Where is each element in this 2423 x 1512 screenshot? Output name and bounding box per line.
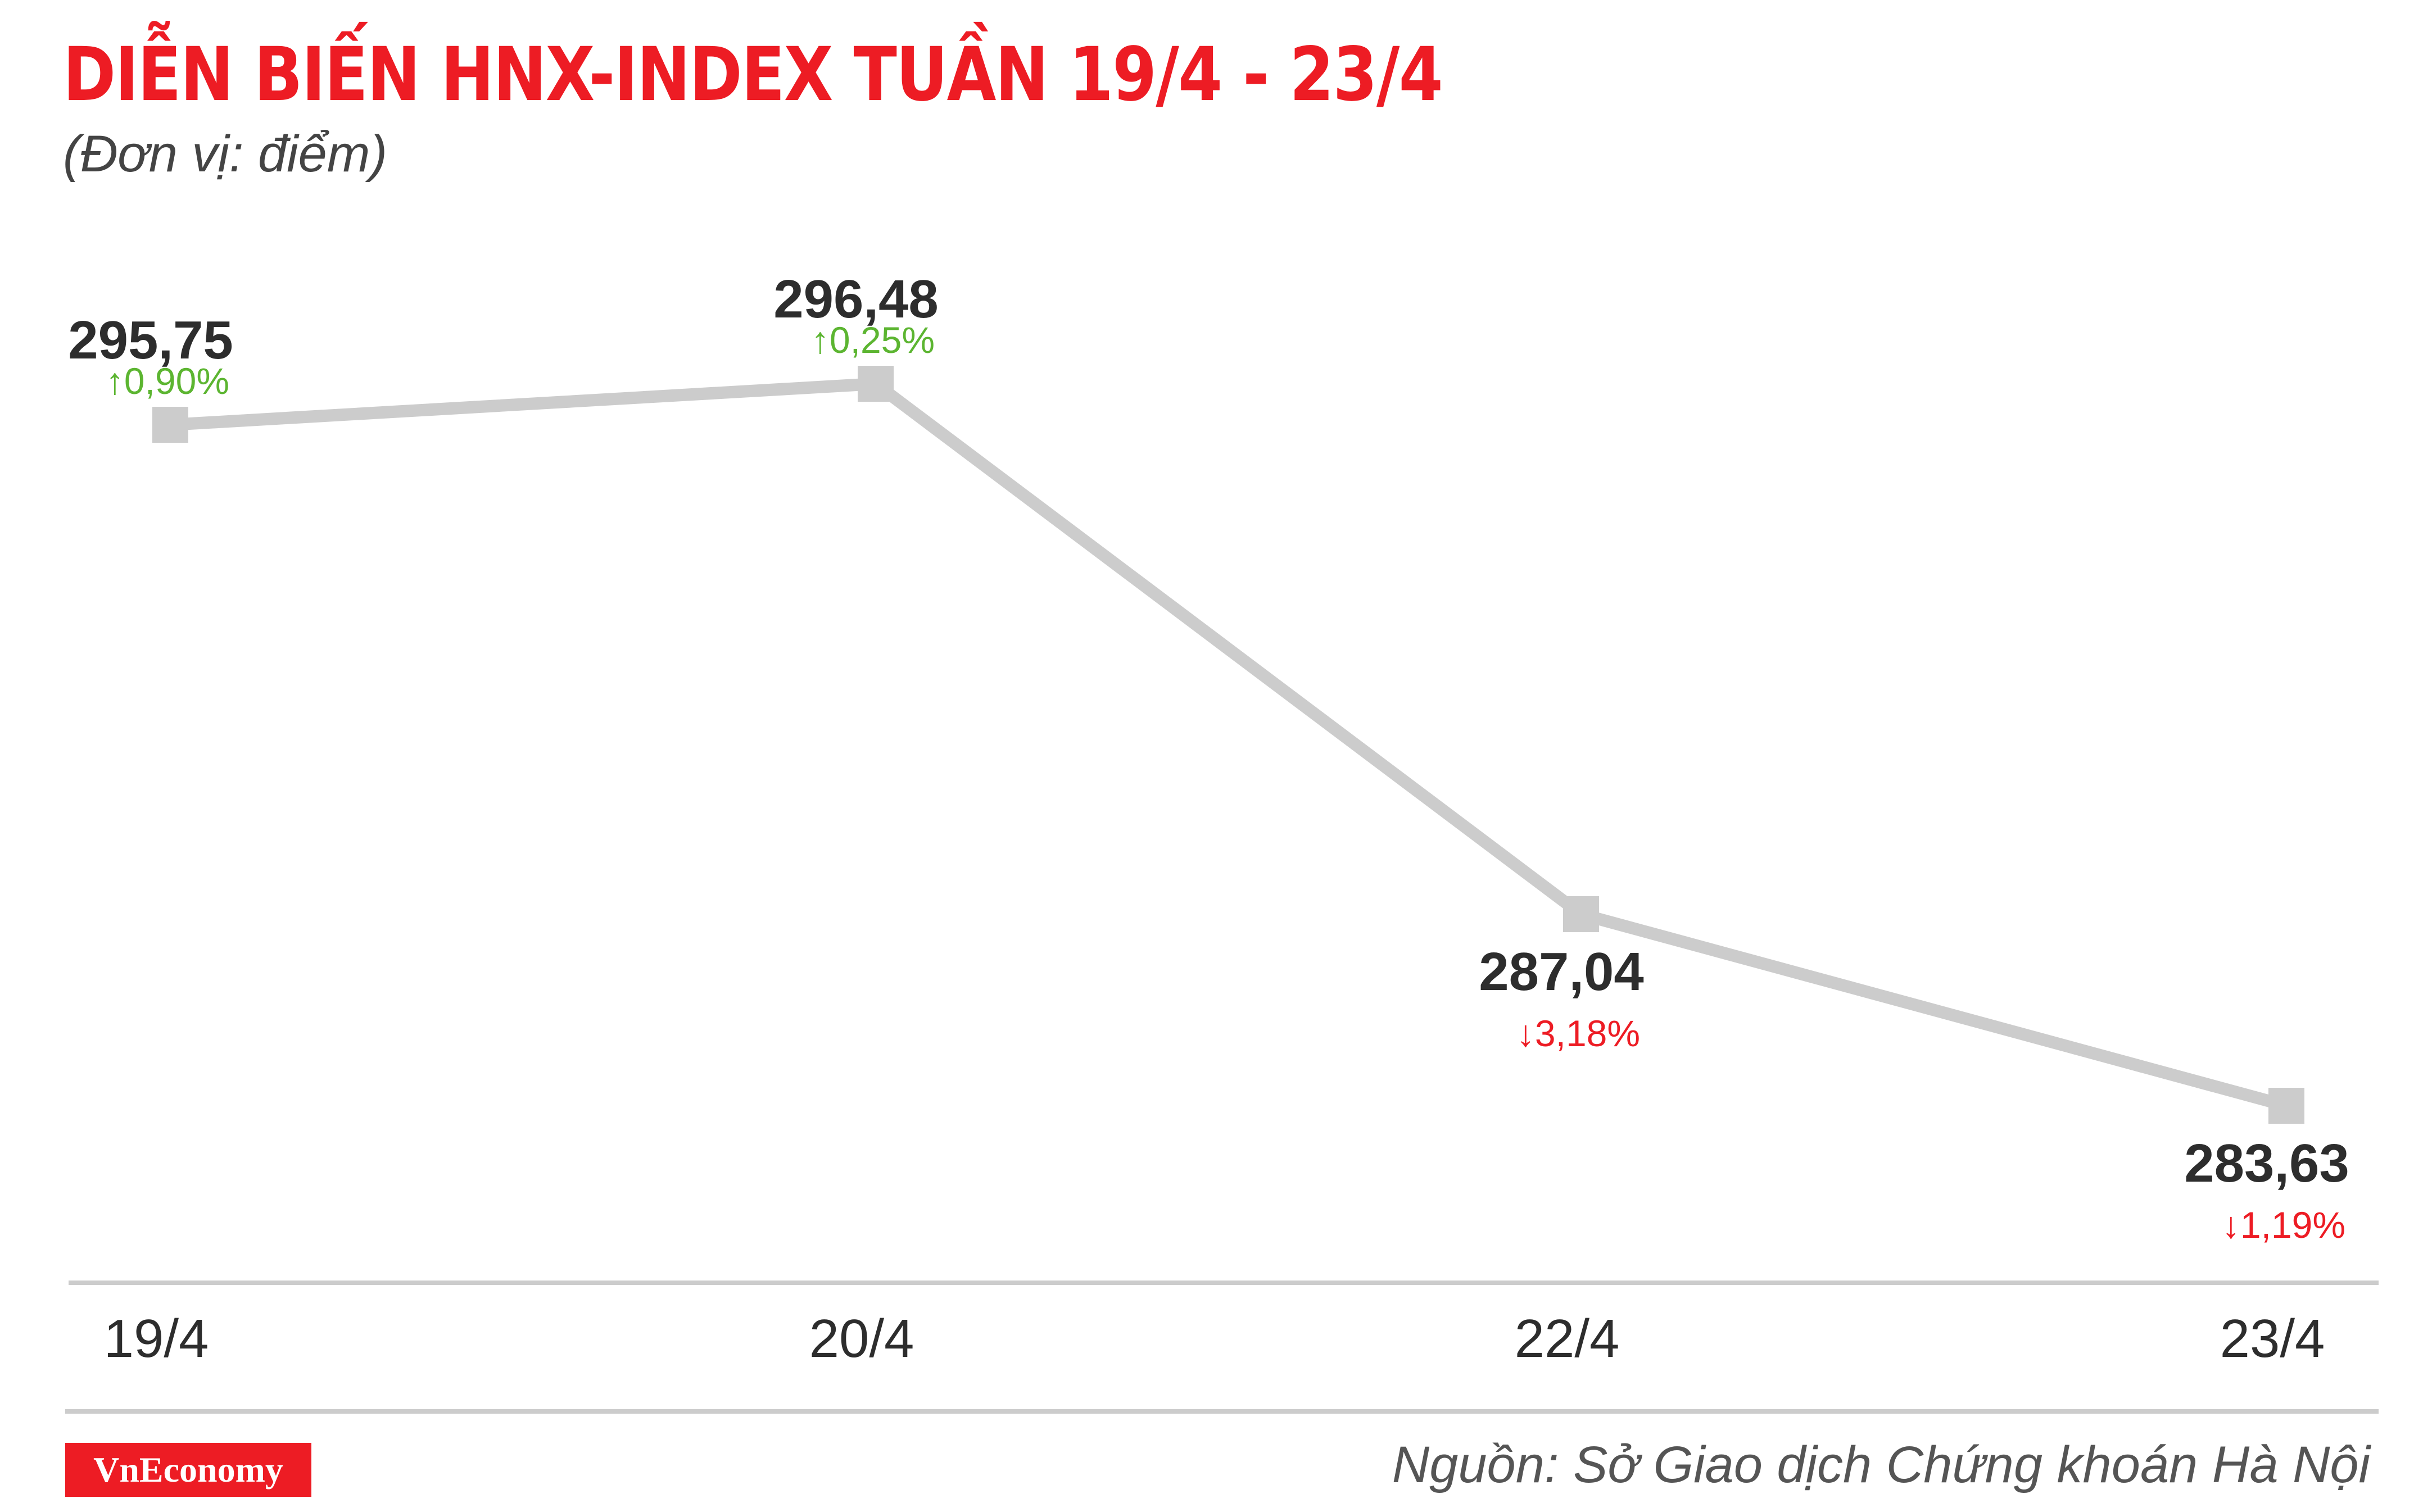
x-axis-ticks: 19/4 20/4 22/4 23/4 bbox=[104, 1309, 2325, 1369]
vneconomy-logo: VnEconomy bbox=[65, 1443, 311, 1497]
value-label-0: 295,75 bbox=[68, 310, 233, 370]
chart-title: DIỄN BIẾN HNX-INDEX TUẦN 19/4 - 23/4 bbox=[63, 31, 1443, 118]
data-point-22-4 bbox=[1563, 896, 1599, 932]
x-tick-23-4: 23/4 bbox=[2220, 1309, 2325, 1369]
data-labels: 295,75↑0,90% 296,48↑0,25% 287,04 ↓3,18% 283,… bbox=[68, 269, 2349, 1246]
value-label-1: 296,48 bbox=[773, 269, 939, 329]
series-line bbox=[170, 378, 2288, 1112]
change-label-2: ↓3,18% bbox=[1516, 1012, 1640, 1054]
source-note: Nguồn: Sở Giao dịch Chứng khoán Hà Nội bbox=[1392, 1436, 2370, 1493]
x-tick-20-4: 20/4 bbox=[809, 1309, 914, 1369]
change-label-0: ↑0,90% bbox=[106, 360, 229, 402]
data-point-23-4 bbox=[2268, 1088, 2304, 1124]
value-label-3: 283,63 bbox=[2184, 1133, 2349, 1193]
data-point-19-4 bbox=[152, 407, 188, 443]
x-tick-22-4: 22/4 bbox=[1515, 1309, 1620, 1369]
change-label-1: ↑0,25% bbox=[811, 319, 935, 361]
change-label-3: ↓1,19% bbox=[2222, 1204, 2345, 1246]
x-tick-19-4: 19/4 bbox=[104, 1309, 209, 1369]
value-label-2: 287,04 bbox=[1479, 942, 1644, 1002]
chart-subtitle: (Đơn vị: điểm) bbox=[63, 125, 388, 183]
series-hnx-index bbox=[152, 366, 2304, 1124]
data-point-20-4 bbox=[858, 366, 894, 402]
